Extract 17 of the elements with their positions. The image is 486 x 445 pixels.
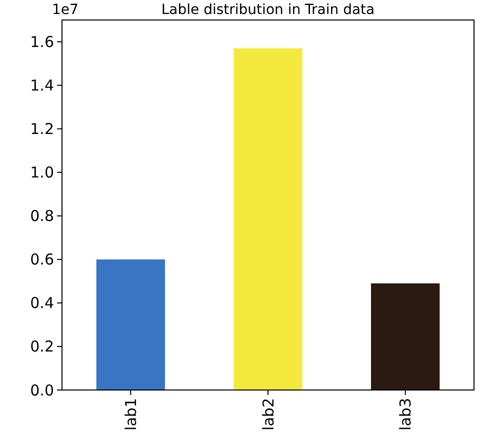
x-tick-label: lab2 bbox=[259, 398, 278, 430]
x-tick-label: lab1 bbox=[122, 398, 140, 430]
y-tick-label: 1.0 bbox=[30, 164, 54, 182]
y-tick-label: 0.4 bbox=[30, 294, 54, 312]
bar bbox=[234, 48, 302, 390]
chart-title: Lable distribution in Train data bbox=[161, 2, 375, 18]
y-tick-label: 0.2 bbox=[30, 338, 54, 356]
x-tick-label: lab3 bbox=[396, 398, 415, 430]
bar bbox=[371, 283, 440, 390]
text: 1e7 bbox=[52, 2, 78, 18]
y-tick-label: 0.0 bbox=[30, 381, 54, 400]
y-tick-label: 1.6 bbox=[30, 33, 54, 52]
y-tick-label: 0.6 bbox=[30, 250, 54, 269]
y-tick-label: 0.8 bbox=[30, 207, 54, 226]
y-tick-label: 1.2 bbox=[30, 120, 54, 138]
y-tick-label: 1.4 bbox=[30, 76, 54, 95]
bar bbox=[96, 259, 165, 390]
